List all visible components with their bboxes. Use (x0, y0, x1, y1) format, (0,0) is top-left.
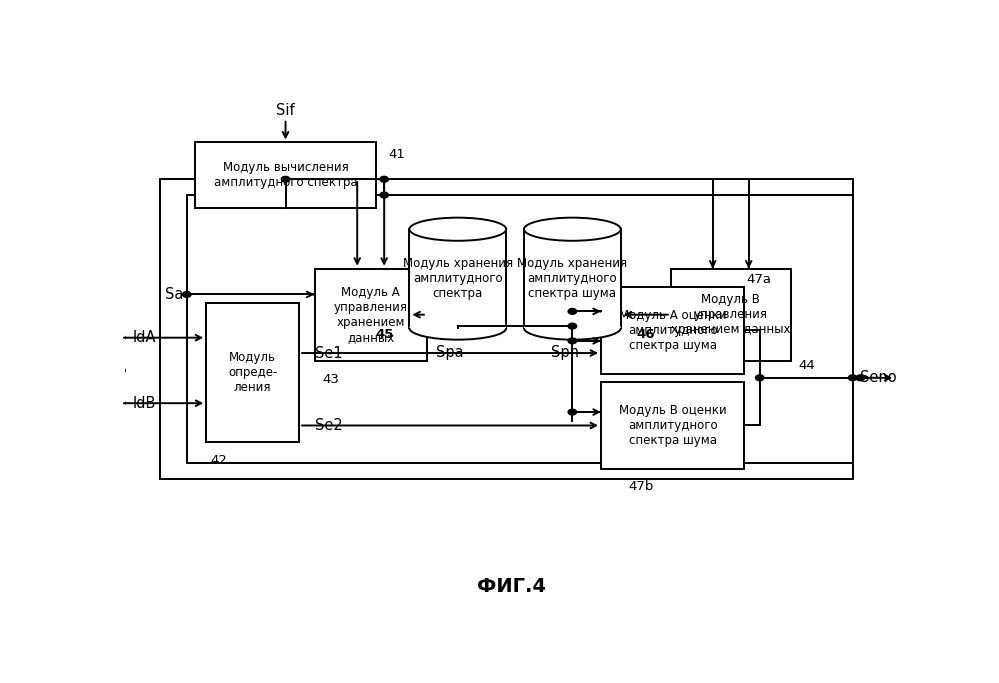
FancyBboxPatch shape (524, 229, 620, 328)
Text: 42: 42 (210, 454, 227, 467)
FancyBboxPatch shape (670, 268, 791, 361)
Text: IdB: IdB (133, 395, 156, 410)
Text: 45: 45 (376, 328, 394, 341)
Circle shape (568, 323, 576, 329)
Circle shape (117, 335, 125, 341)
FancyBboxPatch shape (195, 143, 377, 208)
Circle shape (183, 292, 191, 297)
FancyBboxPatch shape (315, 268, 427, 361)
Text: Модуль В оценки
амплитудного
спектра шума: Модуль В оценки амплитудного спектра шум… (618, 404, 726, 447)
Ellipse shape (410, 218, 506, 241)
Text: 44: 44 (798, 359, 815, 372)
Circle shape (568, 409, 576, 415)
Circle shape (568, 338, 576, 344)
Text: 47a: 47a (746, 273, 771, 285)
Text: Модуль хранения
амплитудного
спектра: Модуль хранения амплитудного спектра (403, 257, 512, 300)
Circle shape (856, 375, 865, 380)
FancyBboxPatch shape (206, 303, 299, 442)
Text: Se2: Se2 (315, 418, 343, 433)
FancyBboxPatch shape (601, 382, 744, 469)
Text: Se1: Se1 (315, 346, 343, 361)
Text: 41: 41 (388, 148, 405, 161)
Circle shape (848, 375, 857, 380)
Text: Модуль хранения
амплитудного
спектра шума: Модуль хранения амплитудного спектра шум… (517, 257, 627, 300)
Circle shape (755, 375, 764, 380)
Text: Модуль
опреде-
ления: Модуль опреде- ления (228, 351, 278, 394)
Text: Модуль вычисления
амплитудного спектра: Модуль вычисления амплитудного спектра (214, 161, 358, 189)
Circle shape (117, 400, 125, 406)
Text: ФИГ.4: ФИГ.4 (478, 577, 546, 596)
Text: IdA: IdA (132, 330, 156, 345)
Text: Spn: Spn (550, 346, 578, 361)
Ellipse shape (524, 316, 620, 339)
Text: Модуль А
управления
хранением
данных: Модуль А управления хранением данных (334, 285, 408, 344)
Text: Модуль В
управления
хранением данных: Модуль В управления хранением данных (671, 293, 790, 336)
Ellipse shape (410, 316, 506, 339)
FancyBboxPatch shape (601, 287, 744, 374)
FancyBboxPatch shape (410, 229, 506, 328)
Text: 46: 46 (636, 328, 654, 341)
Ellipse shape (524, 218, 620, 241)
Text: 47b: 47b (628, 480, 653, 493)
Text: 43: 43 (323, 373, 340, 386)
Circle shape (380, 192, 389, 198)
Circle shape (282, 176, 290, 182)
Text: Модуль А оценки
амплитудного
спектра шума: Модуль А оценки амплитудного спектра шум… (618, 309, 726, 352)
Circle shape (380, 176, 389, 182)
Circle shape (117, 367, 125, 374)
Text: Sa: Sa (165, 287, 183, 302)
Text: Seno: Seno (860, 370, 897, 385)
Text: Sif: Sif (276, 103, 295, 118)
Text: Spa: Spa (437, 346, 464, 361)
Circle shape (568, 309, 576, 314)
